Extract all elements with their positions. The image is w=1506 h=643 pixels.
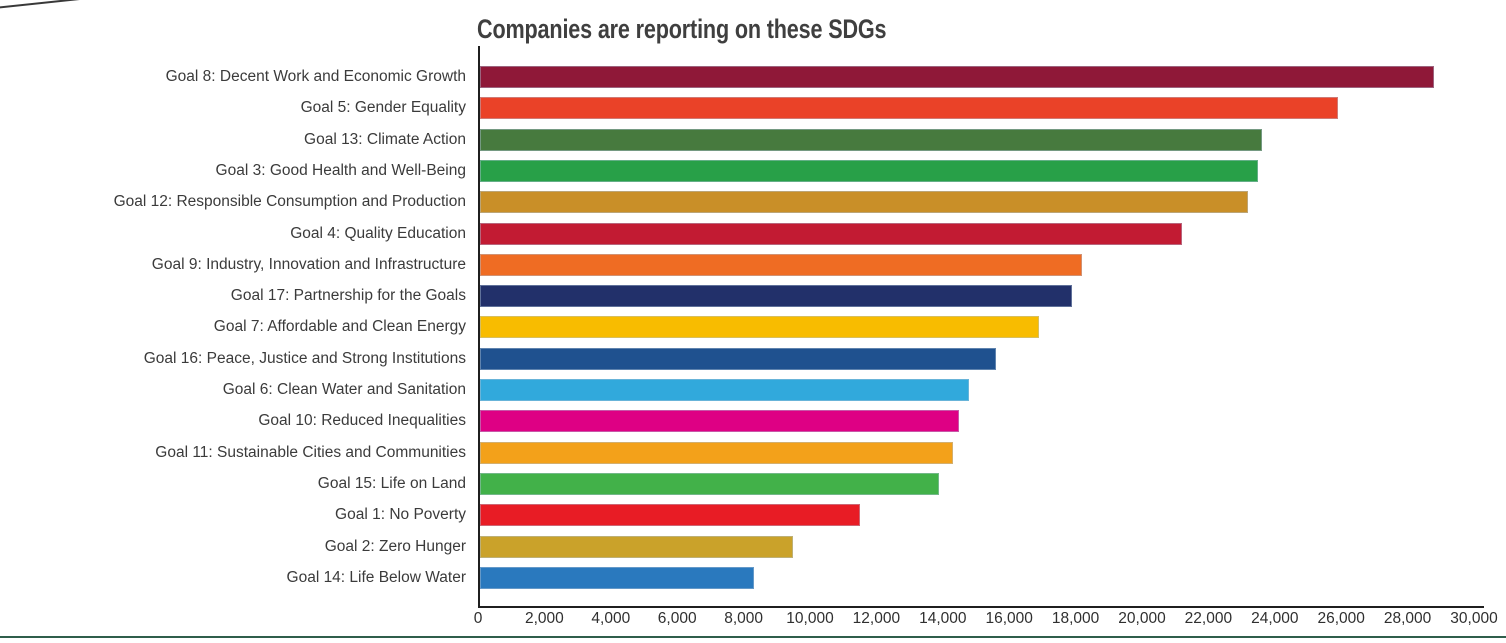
bar — [480, 128, 1262, 151]
category-label: Goal 6: Clean Water and Sanitation — [222, 381, 466, 398]
x-tick-label: 2,000 — [524, 610, 564, 627]
bar — [480, 285, 1073, 308]
category-label: Goal 1: No Poverty — [335, 506, 466, 524]
x-tick-label: 0 — [473, 610, 483, 627]
x-tick-label: 18,000 — [1051, 610, 1100, 627]
x-tick-label: 8,000 — [724, 610, 763, 627]
bar — [480, 410, 960, 433]
bar — [480, 566, 754, 589]
bar — [480, 222, 1182, 245]
bar — [480, 66, 1435, 88]
bar — [480, 253, 1083, 276]
chart-title: Companies are reporting on these SDGs — [477, 14, 887, 44]
x-tick-label: 30,000 — [1450, 610, 1498, 627]
bar — [480, 191, 1249, 214]
bar — [480, 316, 1040, 339]
category-label: Goal 7: Affordable and Clean Energy — [213, 318, 466, 336]
x-tick-label: 4,000 — [591, 610, 631, 627]
category-label: Goal 13: Climate Action — [304, 130, 466, 148]
y-axis-line — [478, 46, 480, 608]
category-label: Goal 5: Gender Equality — [300, 99, 466, 117]
x-tick-label: 22,000 — [1184, 610, 1233, 627]
x-tick-label: 12,000 — [852, 610, 901, 627]
category-label: Goal 17: Partnership for the Goals — [230, 287, 466, 305]
bar — [480, 535, 794, 558]
x-tick-label: 6,000 — [657, 610, 697, 627]
x-tick-label: 28,000 — [1383, 610, 1432, 627]
category-label: Goal 15: Life on Land — [317, 474, 466, 492]
bottom-rule — [0, 636, 1506, 638]
category-label: Goal 8: Decent Work and Economic Growth — [165, 68, 466, 85]
x-axis-line — [478, 606, 1484, 608]
x-tick-label: 14,000 — [919, 610, 967, 627]
x-tick-label: 26,000 — [1317, 610, 1365, 627]
category-label: Goal 12: Responsible Consumption and Pro… — [113, 193, 466, 211]
category-label: Goal 11: Sustainable Cities and Communit… — [155, 443, 466, 461]
bar — [480, 441, 953, 464]
category-label: Goal 10: Reduced Inequalities — [258, 412, 466, 430]
bar — [480, 97, 1338, 120]
x-tick-label: 16,000 — [985, 610, 1033, 627]
category-label: Goal 16: Peace, Justice and Strong Insti… — [143, 349, 466, 367]
bar — [480, 504, 860, 527]
x-tick-label: 10,000 — [786, 610, 834, 627]
category-label: Goal 9: Industry, Innovation and Infrast… — [151, 255, 466, 273]
bar — [480, 472, 940, 495]
x-tick-label: 20,000 — [1118, 610, 1166, 627]
x-tick-label: 24,000 — [1251, 610, 1299, 627]
bar — [480, 159, 1259, 182]
category-label: Goal 3: Good Health and Well-Being — [215, 161, 466, 179]
category-label: Goal 14: Life Below Water — [286, 568, 466, 586]
bar — [480, 379, 970, 401]
bar — [480, 347, 996, 370]
category-label: Goal 2: Zero Hunger — [324, 537, 466, 555]
category-label: Goal 4: Quality Education — [290, 224, 466, 242]
